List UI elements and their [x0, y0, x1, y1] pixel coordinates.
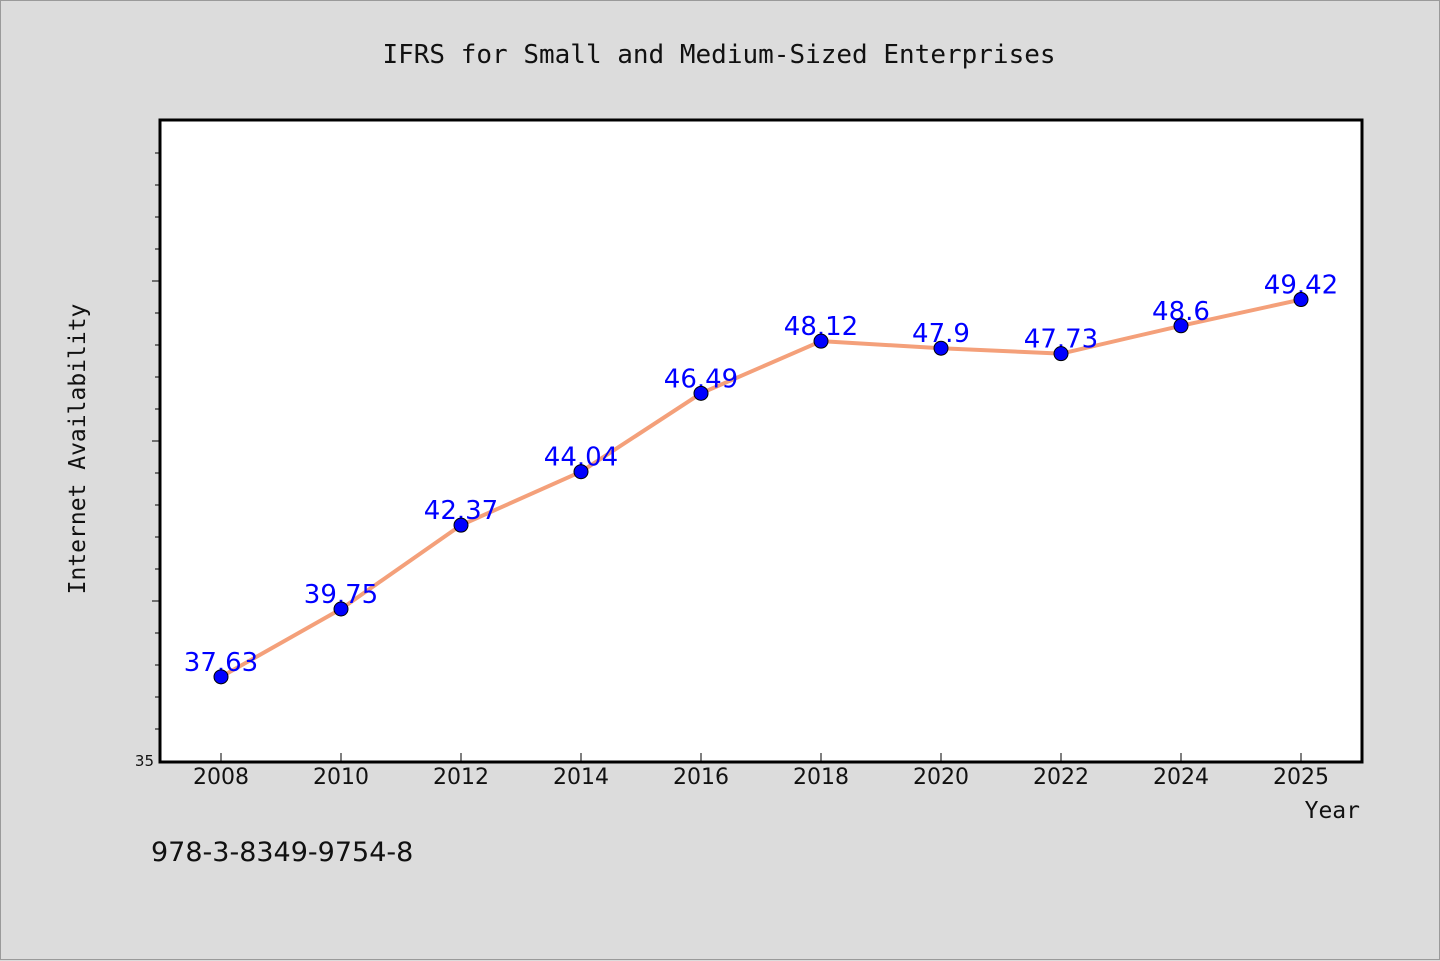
data-point — [213, 669, 229, 685]
x-tick-label: 2022 — [1033, 765, 1089, 790]
x-tick-label: 2010 — [313, 765, 369, 790]
x-tick-label: 2024 — [1153, 765, 1209, 790]
x-tick-label: 2018 — [793, 765, 849, 790]
y-axis-ticks: 35 — [135, 152, 161, 770]
data-point — [1173, 318, 1189, 334]
y-tick-label: 35 — [135, 752, 154, 770]
x-axis-label: Year — [1305, 798, 1360, 824]
x-tick-label: 2020 — [913, 765, 969, 790]
x-axis-ticks: 2008 2010 2012 2014 2016 2018 2020 2022 2024 2025 — [193, 753, 1329, 790]
chart-title: IFRS for Small and Medium-Sized Enterpri… — [382, 40, 1055, 70]
data-point — [573, 464, 589, 480]
data-point — [693, 385, 709, 401]
data-point — [453, 517, 469, 533]
data-point — [333, 601, 349, 617]
data-point — [1053, 346, 1069, 362]
footer-code: 978-3-8349-9754-8 — [151, 837, 414, 868]
data-point — [1293, 292, 1309, 308]
plot-area — [158, 118, 1364, 764]
x-tick-label: 2016 — [673, 765, 729, 790]
series-line — [220, 297, 1302, 679]
y-axis-label: Internet Availability — [65, 304, 91, 595]
x-tick-label: 2025 — [1273, 765, 1329, 790]
x-tick-label: 2008 — [193, 765, 249, 790]
x-tick-label: 2014 — [553, 765, 609, 790]
x-tick-label: 2012 — [433, 765, 489, 790]
data-point — [933, 340, 949, 356]
data-point — [813, 333, 829, 349]
